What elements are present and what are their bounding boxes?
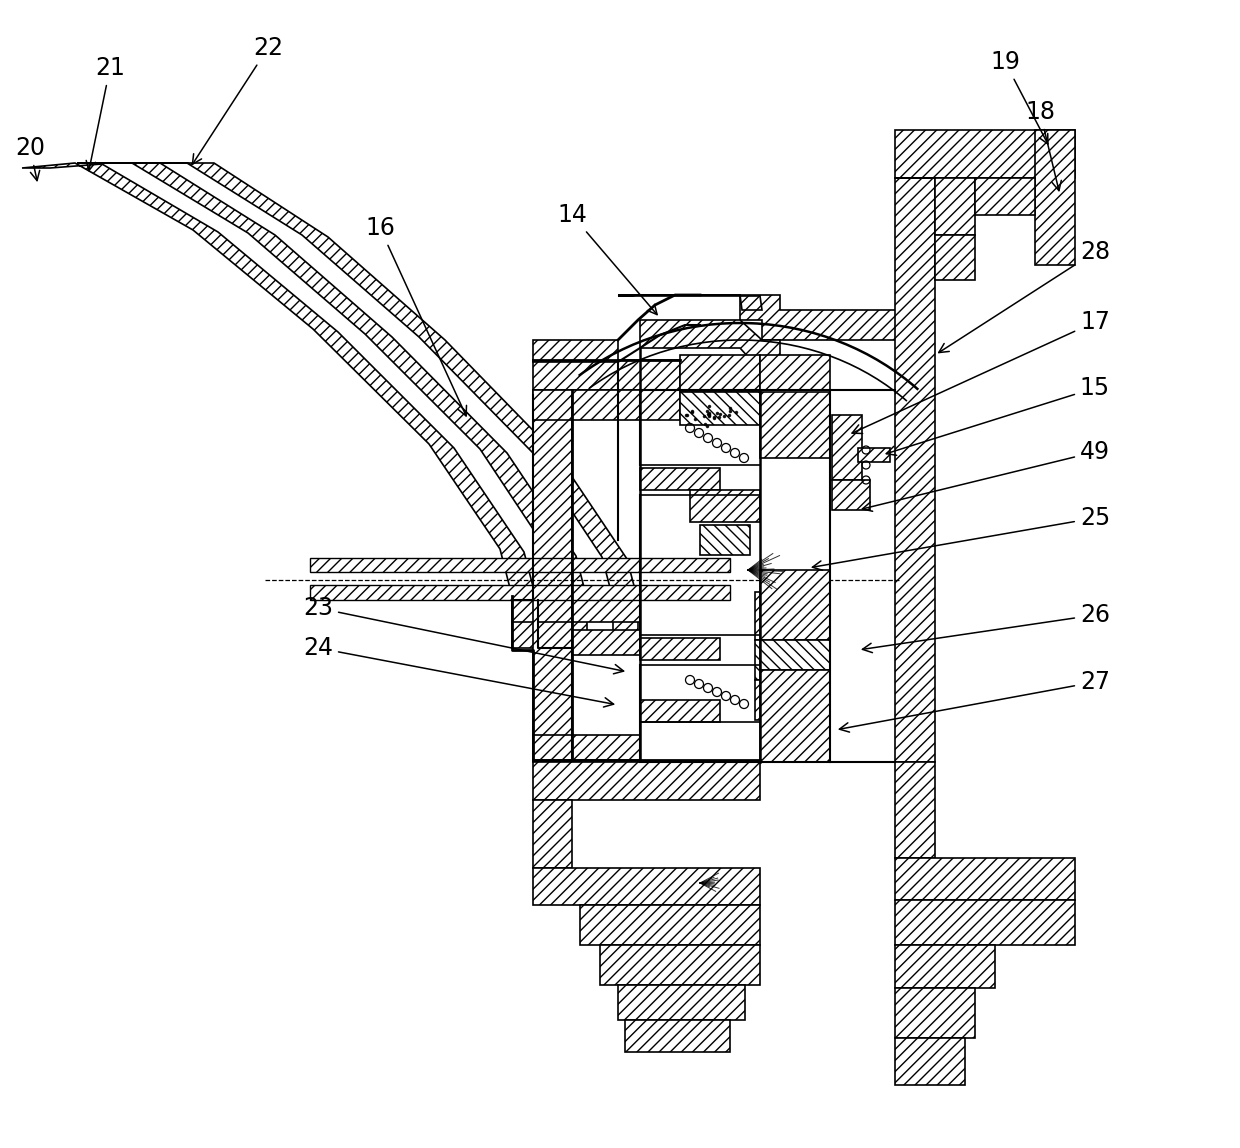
Polygon shape: [533, 340, 618, 362]
Polygon shape: [755, 680, 810, 720]
Polygon shape: [935, 235, 975, 280]
Polygon shape: [895, 858, 1075, 900]
Polygon shape: [533, 390, 640, 420]
Polygon shape: [680, 355, 760, 391]
Polygon shape: [640, 468, 720, 490]
Polygon shape: [895, 1038, 965, 1085]
Text: 24: 24: [303, 636, 614, 707]
Text: 28: 28: [939, 240, 1110, 352]
Text: 27: 27: [839, 670, 1110, 732]
Polygon shape: [760, 670, 830, 762]
Text: 26: 26: [863, 603, 1110, 652]
Polygon shape: [533, 735, 640, 760]
Polygon shape: [131, 163, 639, 647]
Polygon shape: [895, 988, 975, 1038]
Polygon shape: [760, 355, 830, 390]
Polygon shape: [760, 391, 830, 458]
Text: 22: 22: [192, 36, 283, 164]
Text: 21: 21: [87, 56, 125, 171]
Polygon shape: [640, 638, 720, 660]
Polygon shape: [755, 592, 810, 639]
Polygon shape: [77, 163, 587, 647]
Polygon shape: [310, 585, 730, 600]
Text: 23: 23: [303, 596, 624, 674]
Polygon shape: [600, 945, 760, 985]
Polygon shape: [533, 868, 760, 905]
Polygon shape: [640, 390, 680, 420]
Polygon shape: [975, 178, 1035, 215]
Polygon shape: [618, 295, 900, 340]
Polygon shape: [640, 320, 780, 370]
Polygon shape: [895, 178, 975, 235]
Text: 19: 19: [990, 51, 1048, 144]
Text: 17: 17: [852, 310, 1110, 434]
Polygon shape: [895, 130, 1075, 178]
Polygon shape: [760, 571, 830, 639]
Text: 14: 14: [557, 203, 657, 315]
Polygon shape: [832, 414, 862, 480]
Polygon shape: [689, 490, 760, 522]
Polygon shape: [755, 639, 820, 680]
Polygon shape: [680, 391, 760, 425]
Polygon shape: [895, 945, 994, 988]
Polygon shape: [533, 390, 572, 762]
Polygon shape: [895, 178, 935, 762]
Polygon shape: [832, 480, 870, 510]
Polygon shape: [512, 596, 640, 622]
Polygon shape: [310, 558, 730, 572]
Text: 15: 15: [887, 377, 1110, 456]
Polygon shape: [760, 639, 830, 670]
Polygon shape: [701, 525, 750, 554]
Polygon shape: [618, 985, 745, 1021]
Polygon shape: [895, 762, 935, 858]
Polygon shape: [580, 905, 760, 945]
Polygon shape: [533, 762, 760, 800]
Polygon shape: [858, 448, 890, 461]
Polygon shape: [1035, 130, 1075, 265]
Text: 49: 49: [862, 440, 1110, 511]
Text: 16: 16: [365, 216, 466, 416]
Text: 20: 20: [15, 135, 45, 180]
Polygon shape: [640, 700, 720, 722]
Text: 25: 25: [812, 506, 1110, 571]
Polygon shape: [533, 360, 680, 390]
Text: 18: 18: [1025, 100, 1061, 191]
Polygon shape: [22, 163, 536, 647]
Polygon shape: [895, 900, 1075, 945]
Polygon shape: [618, 295, 763, 310]
Polygon shape: [533, 800, 572, 868]
Polygon shape: [534, 630, 640, 656]
Polygon shape: [625, 1021, 730, 1052]
